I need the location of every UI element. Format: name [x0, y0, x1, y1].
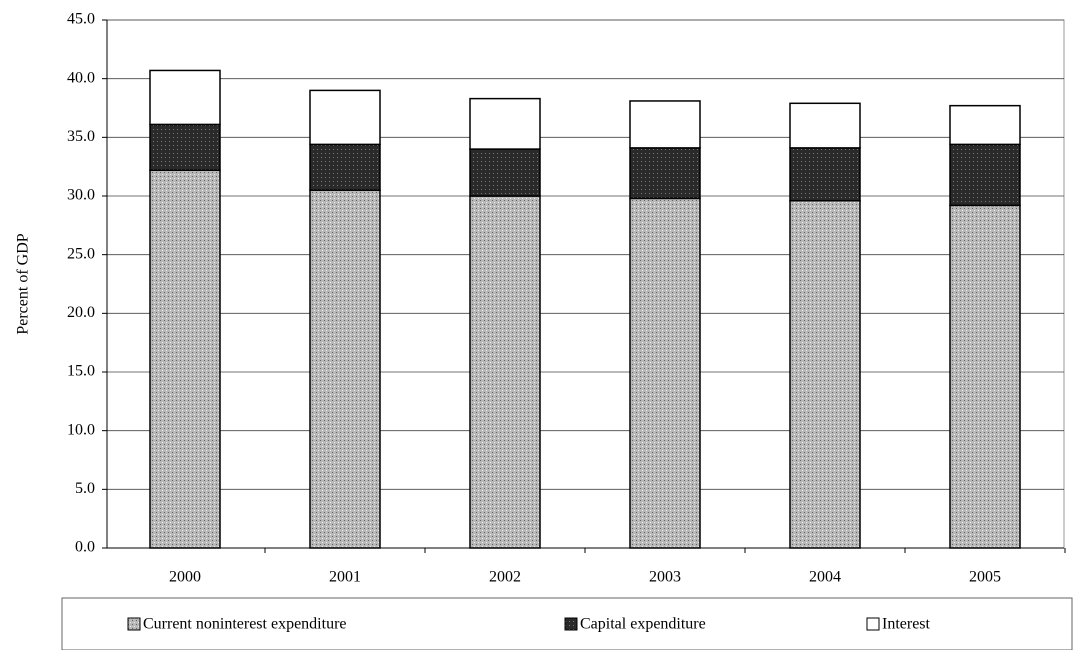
bar-segment — [149, 169, 221, 549]
bar-segment — [309, 189, 381, 549]
x-tick-label: 2002 — [489, 569, 521, 586]
legend-swatch — [866, 617, 880, 631]
plot-frame — [106, 19, 1065, 549]
legend-swatch — [127, 617, 141, 631]
bar-segment — [629, 147, 701, 200]
bar-segment — [309, 89, 381, 146]
y-tick-label: 0.0 — [75, 539, 95, 556]
bar-segment — [469, 195, 541, 549]
x-tick-label: 2000 — [169, 569, 201, 586]
y-tick-label: 15.0 — [67, 363, 95, 380]
bar-segment — [149, 69, 221, 126]
y-tick-label: 35.0 — [67, 128, 95, 145]
y-tick-label: 10.0 — [67, 421, 95, 438]
bar-segment — [149, 123, 221, 171]
y-tick-label: 45.0 — [67, 11, 95, 28]
x-tick-label: 2005 — [969, 569, 1001, 586]
y-tick-label: 25.0 — [67, 245, 95, 262]
y-tick-label: 5.0 — [75, 480, 95, 497]
bar-segment — [949, 104, 1021, 146]
legend-swatch — [564, 617, 578, 631]
legend-label: Interest — [882, 616, 931, 633]
bar-segment — [949, 143, 1021, 207]
bar-segment — [789, 102, 861, 149]
bar-segment — [789, 147, 861, 202]
y-tick-label: 30.0 — [67, 187, 95, 204]
x-tick-label: 2004 — [809, 569, 841, 586]
bar-segment — [949, 204, 1021, 549]
y-tick-label: 20.0 — [67, 304, 95, 321]
bar-segment — [309, 143, 381, 191]
bar-segment — [629, 197, 701, 549]
y-tick-label: 40.0 — [67, 69, 95, 86]
y-axis-title: Percent of GDP — [15, 233, 32, 334]
legend-label: Current noninterest expenditure — [143, 616, 347, 633]
legend-label: Capital expenditure — [580, 616, 706, 633]
legend-box — [61, 597, 1073, 650]
bar-segment — [789, 199, 861, 549]
x-tick-label: 2003 — [649, 569, 681, 586]
bar-segment — [469, 148, 541, 197]
bar-segment — [469, 97, 541, 150]
x-tick-label: 2001 — [329, 569, 361, 586]
bar-segment — [629, 100, 701, 149]
